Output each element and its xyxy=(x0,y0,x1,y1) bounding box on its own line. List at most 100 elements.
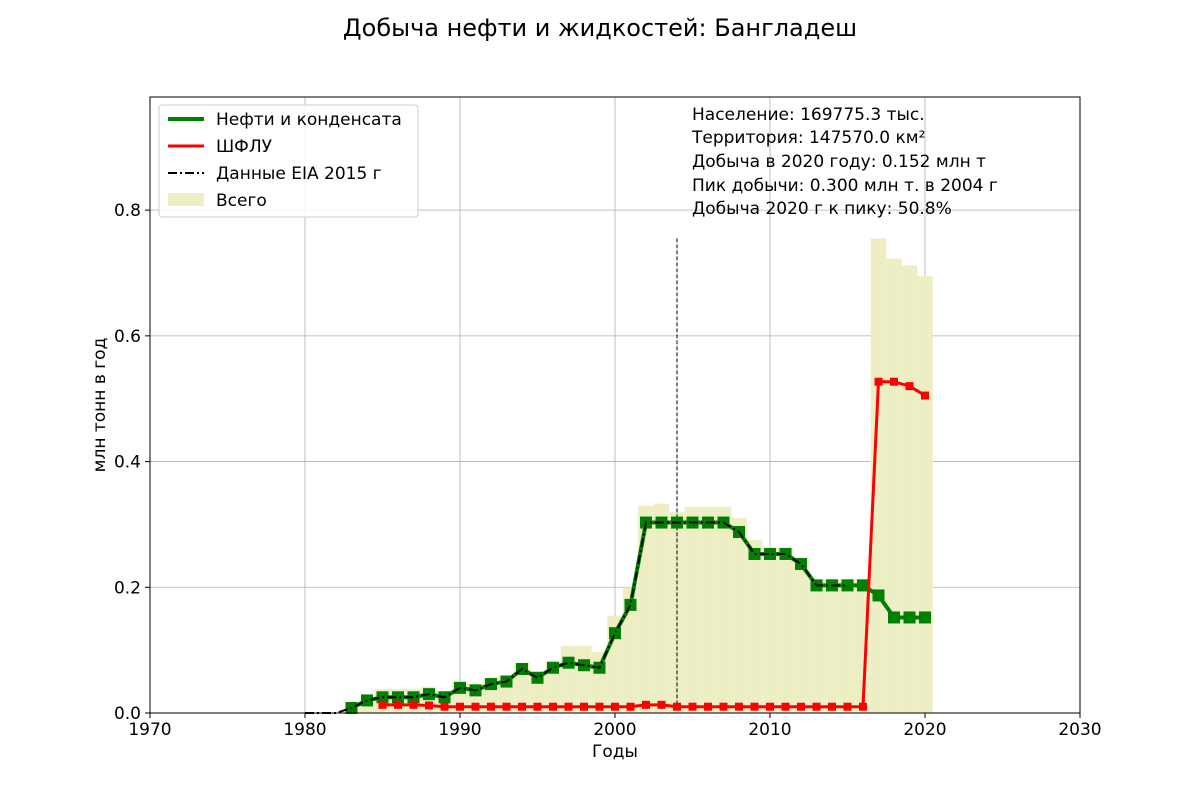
y-tick-label: 0.4 xyxy=(114,453,141,473)
oil-point xyxy=(919,611,931,624)
info-annotations: Население: 169775.3 тыс. Территория: 147… xyxy=(691,105,998,219)
annotation-population: Население: 169775.3 тыс. xyxy=(692,105,925,125)
oil-point xyxy=(841,579,854,592)
total-bar xyxy=(638,505,654,713)
ngl-point xyxy=(688,702,697,711)
ngl-point xyxy=(781,702,790,711)
total-bar xyxy=(808,579,825,713)
ngl-point xyxy=(735,702,743,711)
total-bar xyxy=(653,503,670,713)
annotation-ratio: Добыча 2020 г к пику: 50.8% xyxy=(692,199,952,219)
legend-label-ngl: ШФЛУ xyxy=(216,137,273,157)
ngl-point xyxy=(750,702,759,711)
annotation-peak: Пик добычи: 0.300 млн т. в 2004 г xyxy=(692,176,998,196)
ngl-point xyxy=(518,702,526,711)
oil-point xyxy=(547,661,559,674)
oil-point xyxy=(764,547,776,560)
ngl-point xyxy=(456,702,464,711)
x-tick-label: 1970 xyxy=(128,720,171,740)
oil-point xyxy=(872,589,885,602)
ngl-point xyxy=(859,702,867,711)
total-bar xyxy=(746,540,763,713)
oil-point xyxy=(624,598,637,611)
plot-area xyxy=(149,96,1081,714)
ngl-point xyxy=(812,702,821,711)
ngl-point xyxy=(487,702,495,711)
ngl-point xyxy=(673,702,681,711)
annotation-production-2020: Добыча в 2020 году: 0.152 млн т xyxy=(692,152,986,172)
legend-label-total: Всего xyxy=(216,191,267,211)
ngl-point xyxy=(549,702,557,711)
total-bar xyxy=(917,276,933,713)
ngl-point xyxy=(533,702,542,711)
legend-box xyxy=(158,104,419,218)
total-bar xyxy=(886,258,902,713)
total-bar xyxy=(901,265,918,713)
total-bar xyxy=(514,662,530,713)
oil-point xyxy=(888,611,900,624)
x-axis: 1970 1980 1990 2000 2010 2020 2030 xyxy=(128,713,1102,740)
total-bar xyxy=(839,579,856,713)
ngl-point xyxy=(595,702,604,711)
legend-label-oil: Нефти и конденсата xyxy=(216,110,402,130)
oil-point xyxy=(392,691,404,704)
total-bar xyxy=(684,506,701,713)
annotation-territory: Территория: 147570.0 км² xyxy=(691,128,925,148)
total-bar xyxy=(622,587,639,713)
series-layer xyxy=(305,377,931,714)
total-bar xyxy=(545,661,561,713)
y-tick-label: 0.2 xyxy=(114,578,141,598)
ngl-point xyxy=(502,702,511,711)
ngl-point xyxy=(378,700,387,709)
total-bar xyxy=(731,518,747,713)
ngl-point xyxy=(471,702,480,711)
total-bar xyxy=(824,579,840,713)
ngl-point xyxy=(564,702,573,711)
x-tick-label: 2020 xyxy=(903,720,946,740)
ngl-point xyxy=(921,391,929,400)
ngl-point xyxy=(394,700,402,709)
y-axis-label: млн тонн в год xyxy=(90,338,110,473)
total-bar xyxy=(793,557,809,713)
series-line-eia xyxy=(305,521,848,714)
total-area-layer xyxy=(343,238,933,713)
ngl-point xyxy=(409,700,418,709)
oil-point xyxy=(857,579,869,592)
y-tick-label: 0.8 xyxy=(114,201,141,221)
ngl-point xyxy=(425,701,433,710)
oil-point xyxy=(609,627,621,640)
ngl-point xyxy=(828,702,836,711)
oil-point xyxy=(407,691,420,704)
chart-title: Добыча нефти и жидкостей: Бангладеш xyxy=(343,14,857,42)
oil-point xyxy=(795,558,807,571)
x-tick-label: 1990 xyxy=(438,720,481,740)
y-tick-label: 0.0 xyxy=(114,704,141,724)
x-tick-label: 2000 xyxy=(593,720,636,740)
x-axis-label: Годы xyxy=(592,742,638,762)
total-bar xyxy=(762,547,778,713)
y-axis: 0.0 0.2 0.4 0.6 0.8 xyxy=(114,201,150,724)
ngl-point xyxy=(704,702,712,711)
x-tick-label: 2030 xyxy=(1058,720,1101,740)
oil-point xyxy=(748,547,761,560)
ngl-point xyxy=(611,702,619,711)
x-tick-label: 1980 xyxy=(283,720,326,740)
x-tick-label: 2010 xyxy=(748,720,791,740)
y-tick-label: 0.6 xyxy=(114,327,141,347)
oil-point xyxy=(531,671,544,684)
oil-point xyxy=(903,611,916,624)
total-bar xyxy=(715,506,732,713)
ngl-point xyxy=(580,702,588,711)
total-bar xyxy=(700,506,716,713)
ngl-point xyxy=(843,702,852,711)
legend-swatch-total xyxy=(168,193,204,206)
ngl-point xyxy=(890,377,898,386)
ngl-point xyxy=(766,702,774,711)
legend: Нефти и конденсата ШФЛУ Данные EIA 2015 … xyxy=(158,104,419,218)
ngl-point xyxy=(642,700,650,709)
legend-label-eia: Данные EIA 2015 г xyxy=(216,164,382,184)
ngl-point xyxy=(626,702,635,711)
ngl-point xyxy=(719,702,728,711)
ngl-point xyxy=(797,702,805,711)
